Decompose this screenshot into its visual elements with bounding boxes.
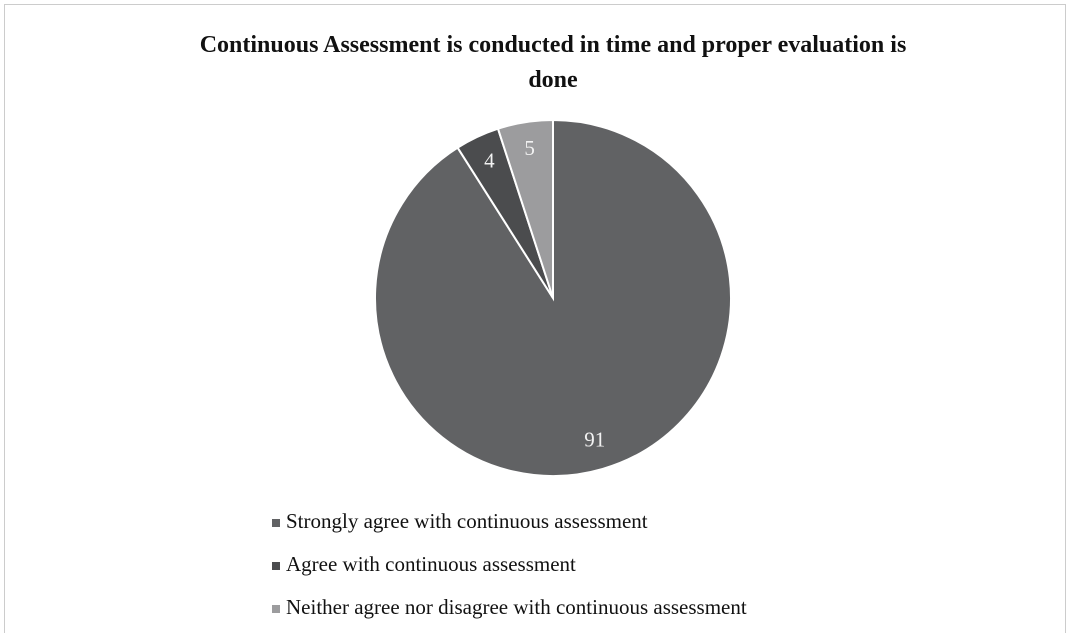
legend-label: Strongly agree with continuous assessmen… bbox=[286, 509, 648, 533]
data-label: 5 bbox=[524, 136, 535, 160]
legend-marker bbox=[272, 605, 280, 613]
legend-marker bbox=[272, 562, 280, 570]
legend-label: Agree with continuous assessment bbox=[286, 552, 576, 576]
data-label: 91 bbox=[584, 427, 605, 451]
data-label: 4 bbox=[484, 149, 495, 173]
pie-slice bbox=[374, 118, 732, 477]
frame bbox=[4, 4, 1066, 633]
chart-title: Continuous Assessment is conducted in ti… bbox=[199, 32, 907, 93]
pie-slice bbox=[496, 118, 554, 299]
legend-label: Neither agree nor disagree with continuo… bbox=[286, 595, 747, 619]
legend-marker bbox=[272, 519, 280, 527]
